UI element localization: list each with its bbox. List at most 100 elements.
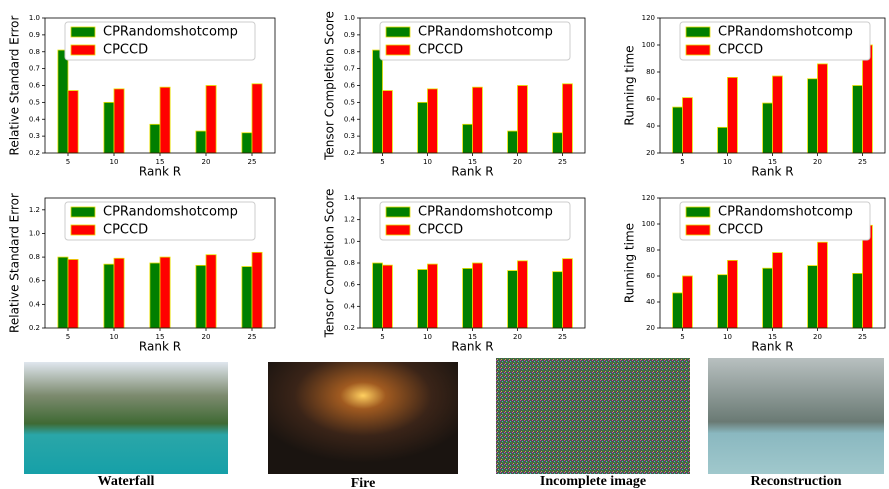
y-tick-label: 0.4 bbox=[344, 302, 356, 310]
y-tick-label: 120 bbox=[642, 14, 655, 22]
y-tick-label: 0.4 bbox=[29, 300, 41, 308]
y-tick-label: 0.6 bbox=[344, 82, 356, 90]
bar bbox=[473, 87, 483, 153]
bar bbox=[683, 98, 693, 153]
bar bbox=[473, 263, 483, 328]
x-tick-label: 25 bbox=[248, 333, 257, 341]
bar bbox=[68, 91, 78, 153]
bar bbox=[463, 268, 473, 328]
legend-label: CPCCD bbox=[718, 223, 763, 238]
bar bbox=[853, 273, 863, 328]
y-tick-label: 20 bbox=[646, 324, 655, 332]
y-axis-label: Tensor Completion Score bbox=[323, 11, 337, 161]
y-axis-label: Running time bbox=[623, 223, 637, 303]
bar bbox=[418, 270, 428, 329]
bar bbox=[773, 76, 783, 153]
y-tick-label: 0.7 bbox=[344, 65, 355, 73]
bar bbox=[160, 257, 170, 328]
y-tick-label: 0.2 bbox=[29, 324, 40, 332]
y-tick-label: 0.3 bbox=[29, 132, 40, 140]
y-tick-label: 0.5 bbox=[344, 98, 355, 106]
y-tick-label: 0.6 bbox=[29, 82, 41, 90]
bar bbox=[818, 64, 828, 153]
bar bbox=[853, 86, 863, 154]
bar bbox=[718, 275, 728, 328]
bar bbox=[808, 79, 818, 153]
y-tick-label: 40 bbox=[646, 122, 655, 130]
legend-label: CPCCD bbox=[103, 223, 148, 238]
bar bbox=[463, 124, 473, 153]
legend-label: CPRandomshotcomp bbox=[418, 25, 553, 40]
bar bbox=[518, 261, 528, 328]
y-tick-label: 0.8 bbox=[29, 253, 40, 261]
y-axis-label: Relative Standard Error bbox=[8, 193, 22, 333]
y-tick-label: 0.4 bbox=[344, 115, 356, 123]
legend-swatch bbox=[386, 207, 410, 217]
bar bbox=[728, 77, 738, 153]
x-tick-label: 10 bbox=[110, 333, 119, 341]
x-tick-label: 10 bbox=[423, 158, 432, 166]
x-tick-label: 20 bbox=[202, 333, 211, 341]
image bbox=[496, 358, 690, 474]
image-caption: Fire bbox=[351, 476, 376, 489]
legend-swatch bbox=[686, 27, 710, 37]
x-tick-label: 5 bbox=[680, 333, 684, 341]
y-tick-label: 0.4 bbox=[29, 115, 41, 123]
y-tick-label: 1.0 bbox=[29, 229, 40, 237]
bar bbox=[206, 255, 216, 328]
bar bbox=[58, 257, 68, 328]
legend-label: CPCCD bbox=[718, 43, 763, 58]
bar bbox=[683, 276, 693, 328]
bar bbox=[104, 102, 114, 153]
bar bbox=[563, 84, 573, 153]
x-tick-label: 5 bbox=[680, 158, 684, 166]
bar bbox=[818, 242, 828, 328]
legend-label: CPRandomshotcomp bbox=[103, 205, 238, 220]
legend-swatch bbox=[386, 27, 410, 37]
bar bbox=[863, 225, 873, 328]
legend-swatch bbox=[71, 45, 95, 55]
y-tick-label: 0.9 bbox=[344, 31, 355, 39]
bar bbox=[160, 87, 170, 153]
bar bbox=[808, 266, 818, 328]
y-tick-label: 100 bbox=[642, 220, 655, 228]
legend-swatch bbox=[686, 225, 710, 235]
y-tick-label: 80 bbox=[646, 68, 655, 76]
bar bbox=[114, 89, 124, 153]
bar bbox=[553, 133, 563, 153]
y-tick-label: 0.5 bbox=[29, 98, 40, 106]
bar bbox=[68, 259, 78, 328]
y-tick-label: 40 bbox=[646, 298, 655, 306]
image-waterfall: Waterfall bbox=[24, 362, 228, 489]
legend-swatch bbox=[71, 225, 95, 235]
x-tick-label: 5 bbox=[66, 333, 70, 341]
y-tick-label: 100 bbox=[642, 41, 655, 49]
x-axis-label: Rank R bbox=[139, 165, 181, 179]
bar bbox=[773, 253, 783, 328]
image-caption: Waterfall bbox=[98, 474, 155, 489]
legend-label: CPRandomshotcomp bbox=[418, 205, 553, 220]
y-tick-label: 0.2 bbox=[344, 149, 355, 157]
bar bbox=[673, 293, 683, 328]
y-tick-label: 0.8 bbox=[29, 48, 40, 56]
x-axis-label: Rank R bbox=[751, 340, 793, 354]
bar bbox=[428, 89, 438, 153]
bar bbox=[383, 91, 393, 153]
y-tick-label: 0.3 bbox=[344, 132, 355, 140]
legend-label: CPRandomshotcomp bbox=[718, 25, 853, 40]
x-axis-label: Rank R bbox=[451, 340, 493, 354]
x-tick-label: 5 bbox=[66, 158, 70, 166]
x-tick-label: 20 bbox=[813, 158, 822, 166]
legend-label: CPCCD bbox=[103, 43, 148, 58]
x-axis-label: Rank R bbox=[139, 340, 181, 354]
image bbox=[708, 358, 884, 474]
bar bbox=[150, 124, 160, 153]
bar bbox=[763, 268, 773, 328]
y-tick-label: 0.6 bbox=[344, 281, 356, 289]
chart: 0.20.40.60.81.01.21.4510152025Rank RTens… bbox=[323, 189, 586, 354]
bar bbox=[673, 107, 683, 153]
y-axis-label: Tensor Completion Score bbox=[323, 189, 337, 339]
y-tick-label: 1.2 bbox=[29, 206, 40, 214]
bar bbox=[428, 264, 438, 328]
